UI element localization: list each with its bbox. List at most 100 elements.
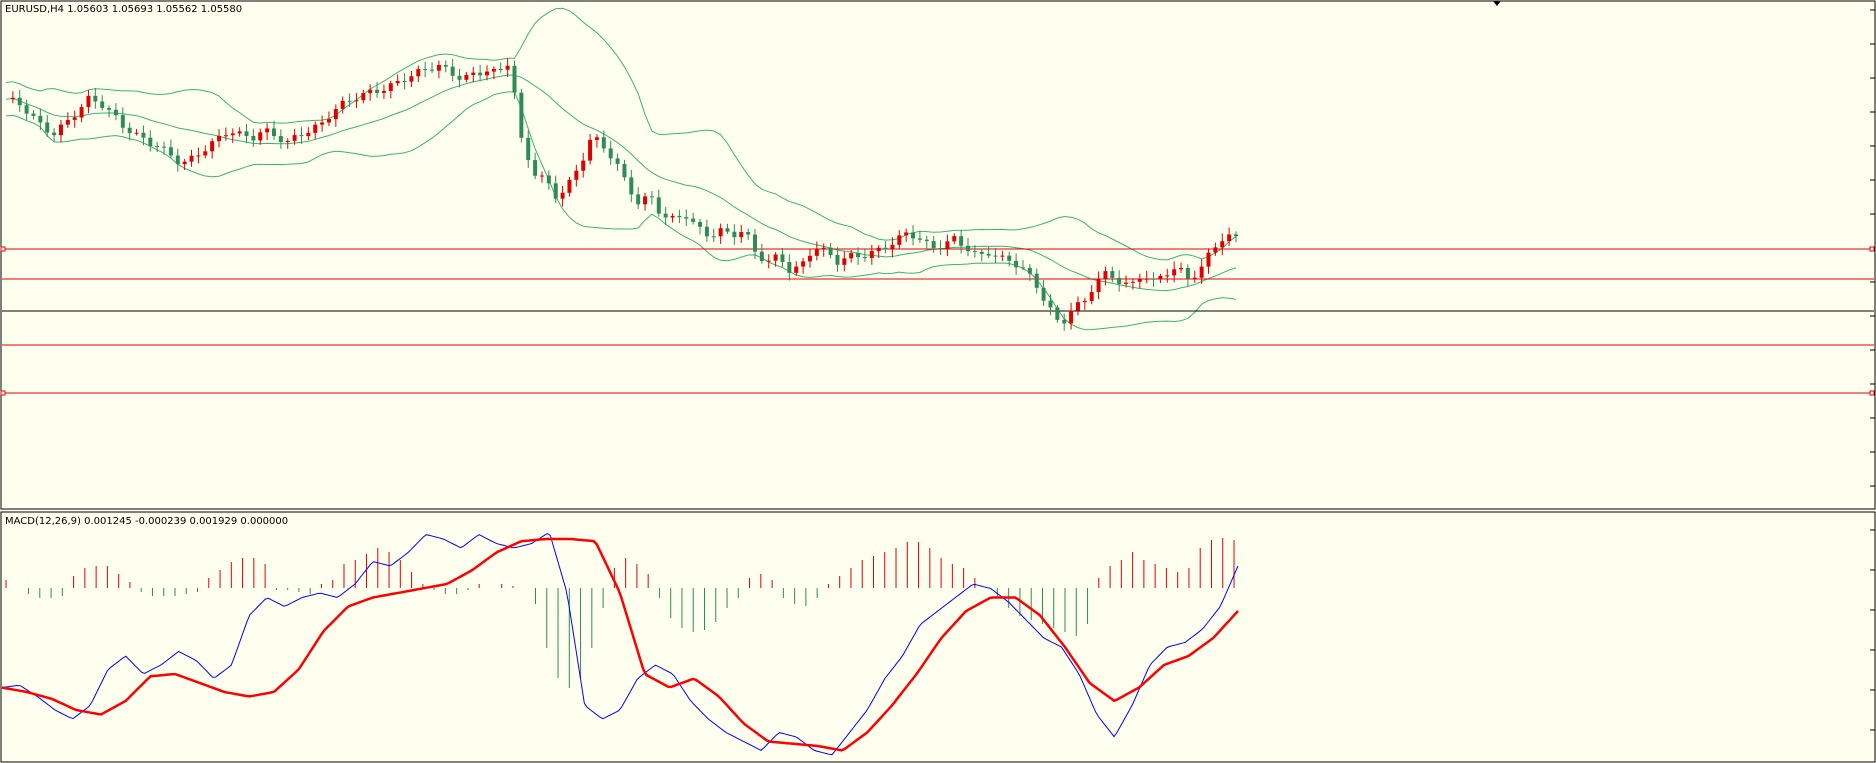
candle-body (1020, 267, 1025, 269)
candle-body (491, 68, 496, 72)
candle-body (1213, 247, 1218, 253)
candle-body (450, 66, 455, 76)
candle-body (787, 262, 792, 273)
candle-body (505, 65, 510, 70)
candle-body (1096, 279, 1101, 293)
macd-line (1, 533, 1239, 756)
macd-histogram (5, 538, 1235, 688)
candle-body (409, 76, 414, 82)
candle-body (856, 253, 861, 258)
candle-body (52, 132, 57, 136)
candle-body (237, 131, 242, 134)
candle-body (560, 192, 565, 199)
candle-body (945, 241, 950, 249)
candle-body (423, 69, 428, 71)
candle-body (93, 95, 98, 102)
candle-body (917, 238, 922, 240)
candle-body (835, 254, 840, 265)
bollinger-upper-band (5, 7, 1237, 261)
candle-body (698, 221, 703, 227)
candle-body (869, 251, 874, 258)
signal-line (1, 537, 1239, 752)
candle-body (979, 251, 984, 254)
candle-body (904, 232, 909, 236)
candle-body (862, 257, 867, 259)
candle-body (306, 132, 311, 137)
candle-body (72, 117, 77, 120)
candle-body (718, 228, 723, 237)
bollinger-middle-band (5, 74, 1237, 292)
candle-body (766, 260, 771, 262)
candle-body (38, 115, 43, 123)
candle-body (457, 75, 462, 80)
candle-body (162, 146, 167, 148)
candle-body (443, 65, 448, 67)
candle-body (1041, 287, 1046, 301)
candle-body (725, 228, 730, 232)
candle-body (265, 128, 270, 133)
candle-body (395, 80, 400, 84)
candle-body (251, 135, 256, 141)
candle-body (1103, 271, 1108, 280)
candle-body (1172, 269, 1177, 276)
candle-body (656, 197, 661, 214)
candle-body (739, 232, 744, 238)
candle-body (120, 115, 125, 128)
candle-body (972, 251, 977, 253)
candle-body (608, 148, 613, 159)
candle-body (1055, 307, 1060, 320)
candle-body (546, 175, 551, 184)
candle-body (1185, 267, 1190, 279)
candle-body (326, 119, 331, 123)
candle-body (594, 137, 599, 140)
candle-body (402, 80, 407, 82)
candle-body (1014, 260, 1019, 268)
candle-body (471, 72, 476, 75)
candle-body (113, 109, 118, 116)
candle-body (1082, 301, 1087, 303)
candle-body (959, 236, 964, 246)
horizontal-levels[interactable] (0, 246, 1875, 396)
candle-body (127, 127, 132, 134)
candle-body (629, 177, 634, 195)
candle-body (17, 97, 22, 106)
candle-body (1220, 241, 1225, 248)
candle-body (684, 217, 689, 219)
candle-body (1199, 266, 1204, 278)
candle-body (1117, 277, 1122, 284)
candle-body (1130, 281, 1135, 283)
candle-body (1034, 273, 1039, 288)
candle-body (752, 234, 757, 252)
candle-body (649, 196, 654, 198)
chart-shift-marker[interactable] (1493, 1, 1501, 6)
macd-lines (1, 533, 1239, 756)
candlesticks (10, 58, 1238, 331)
candle-body (368, 89, 373, 94)
candle-body (244, 131, 249, 136)
candle-body (107, 107, 112, 110)
candle-body (828, 247, 833, 255)
candle-body (134, 132, 139, 134)
candle-body (182, 161, 187, 165)
candle-body (897, 235, 902, 245)
candle-body (704, 226, 709, 237)
candle-body (31, 113, 36, 116)
candle-body (670, 215, 675, 218)
candle-body (821, 247, 826, 249)
candle-body (615, 158, 620, 164)
candle-body (175, 155, 180, 165)
candle-body (1144, 278, 1149, 280)
candle-body (567, 179, 572, 193)
candle-body (430, 69, 435, 71)
candle-body (588, 139, 593, 161)
candle-body (773, 254, 778, 261)
candle-body (196, 155, 201, 157)
candle-body (155, 146, 160, 148)
candle-body (485, 71, 490, 76)
candle-body (952, 236, 957, 242)
bollinger-bands (5, 7, 1237, 331)
candle-body (780, 254, 785, 263)
candle-body (381, 90, 386, 93)
